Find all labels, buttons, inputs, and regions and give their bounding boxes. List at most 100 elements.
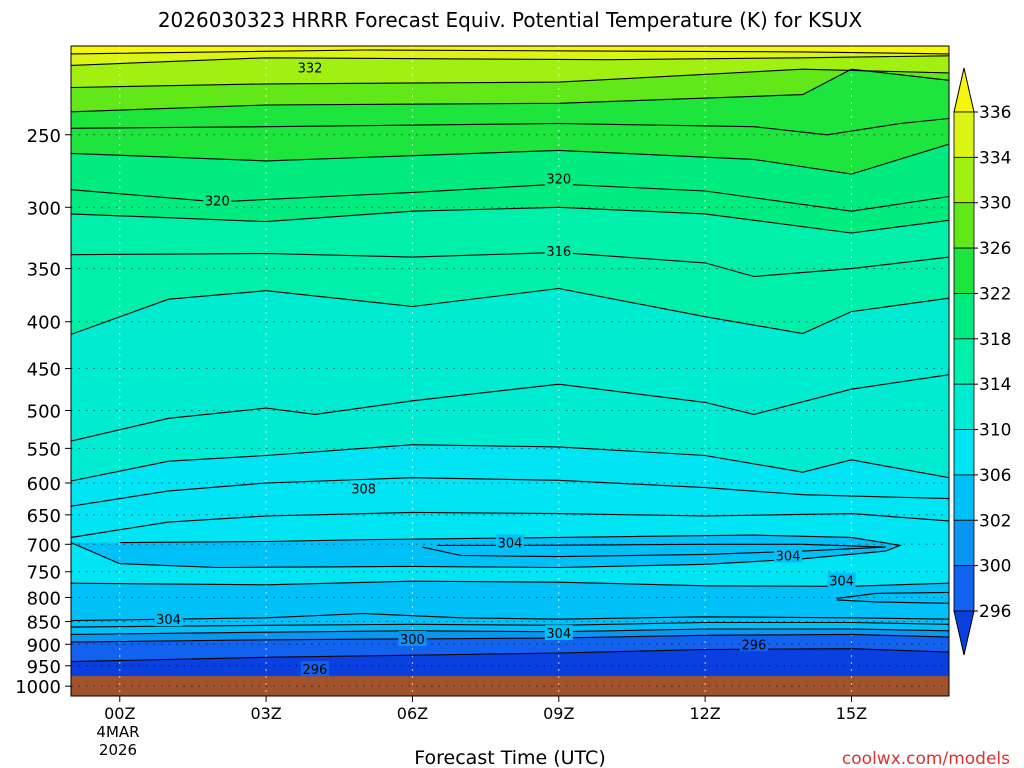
ground-fill: [71, 676, 949, 696]
contour-label-bg: [739, 636, 768, 652]
contour-label: 320: [205, 195, 230, 210]
y-tick-label: 500: [27, 401, 61, 422]
colorbar-label: 306: [979, 466, 1011, 486]
contour-line: [71, 117, 949, 136]
date-label-year: 2026: [99, 741, 137, 759]
contour-label: 300: [400, 633, 425, 648]
contour-line: [836, 599, 949, 604]
contour-label: 304: [546, 627, 571, 642]
plot-frame: [70, 45, 950, 697]
contour-line: [71, 648, 949, 663]
y-tick-label: 350: [27, 260, 61, 281]
colorbar: 336 334 330 326 322 318 314 310 306 302 300 296: [953, 67, 1011, 656]
date-label-day: 4MAR: [96, 723, 139, 741]
x-tick-label: 15Z: [836, 704, 867, 723]
colorbar-extend-bottom: [953, 610, 975, 656]
contour-label-bg: [300, 661, 329, 677]
colorbar-label: 300: [979, 557, 1011, 577]
plot-area: 332 320 320 316 308 304 304 304 304 304 300 296 296: [71, 46, 949, 696]
y-tick-label: 1000: [15, 677, 61, 698]
y-tick-label: 800: [27, 588, 61, 609]
contour-label: 320: [546, 172, 571, 187]
y-tick-label: 250: [27, 126, 61, 147]
contour-label-bg: [544, 625, 573, 641]
contour-line: [71, 55, 949, 66]
colorbar-cell: [953, 429, 975, 476]
colorbar-cell: [953, 202, 975, 249]
colorbar-cell: [953, 247, 975, 294]
contour-line: [71, 612, 949, 622]
colorbar-cell: [953, 519, 975, 567]
colorbar-label: 318: [979, 330, 1011, 350]
y-tick-label: 550: [27, 439, 61, 460]
contour-label: 304: [156, 613, 181, 628]
x-axis: 00Z 03Z 06Z 09Z 12Z 15Z: [104, 696, 867, 723]
colorbar-label: 322: [979, 284, 1011, 304]
contour-label-bg: [154, 611, 183, 627]
y-tick-label: 900: [27, 635, 61, 656]
y-tick-label: 400: [27, 313, 61, 334]
y-tick-label: 850: [27, 613, 61, 634]
y-tick-label: 700: [27, 535, 61, 556]
contour-label-bg: [203, 192, 232, 208]
contour-line: [71, 49, 949, 55]
colorbar-extend-top: [953, 67, 975, 113]
contour-line: [71, 511, 949, 538]
contour-label-bg: [774, 547, 803, 563]
contour-label: 316: [546, 245, 571, 260]
colorbar-cell: [953, 111, 975, 158]
contour-label: 304: [498, 537, 523, 552]
y-tick-label: 750: [27, 563, 61, 584]
contour-label-bg: [827, 572, 856, 588]
colorbar-cell: [953, 293, 975, 340]
x-axis-label: Forecast Time (UTC): [414, 747, 605, 768]
colorbar-cell: [953, 156, 975, 204]
contour-label-bg: [544, 170, 573, 186]
y-tick-label: 950: [27, 657, 61, 678]
contour-line: [71, 534, 903, 569]
contour-line: [71, 143, 949, 175]
contour-label: 296: [302, 663, 327, 678]
contour-label: 304: [776, 550, 801, 565]
contour-line: [71, 374, 949, 442]
contour-label: 304: [829, 575, 854, 590]
contour-label-bg: [398, 630, 427, 646]
colorbar-label: 302: [979, 511, 1011, 531]
colorbar-label: 326: [979, 239, 1011, 259]
colorbar-label: 310: [979, 421, 1011, 441]
contour-label-bg: [496, 534, 524, 550]
contour-line: [71, 287, 949, 335]
contour-line: [71, 68, 949, 113]
contour-label: 308: [351, 482, 376, 497]
y-tick-label: 450: [27, 360, 61, 381]
x-tick-label: 12Z: [689, 704, 720, 723]
contour-label: 296: [741, 638, 766, 653]
colorbar-label: 336: [979, 103, 1011, 123]
contour-label-bg: [544, 243, 573, 259]
y-tick-label: 600: [27, 474, 61, 495]
colorbar-label: 296: [979, 602, 1011, 622]
x-tick-label: 09Z: [543, 704, 574, 723]
contour-line: [71, 444, 949, 482]
contour-line: [836, 591, 949, 599]
colorbar-cell: [953, 338, 975, 385]
contour-line: [71, 206, 949, 234]
colorbar-label: 314: [979, 375, 1011, 395]
contour-line: [71, 251, 949, 278]
colorbar-cell: [953, 565, 975, 612]
colorbar-label: 334: [979, 148, 1011, 168]
theta-pocket: [71, 535, 901, 568]
contour-label-bg: [349, 480, 378, 496]
colorbar-cell: [953, 474, 975, 521]
x-tick-label: 00Z: [104, 704, 135, 723]
credit-text: coolwx.com/models: [842, 749, 1010, 768]
contour-label-bg: [296, 59, 325, 75]
colorbar-label: 330: [979, 194, 1011, 214]
x-tick-label: 06Z: [397, 704, 428, 723]
x-tick-label: 03Z: [250, 704, 281, 723]
colorbar-cell: [953, 383, 975, 430]
contour-line: [71, 477, 949, 507]
contour-line: [422, 543, 886, 558]
y-axis: 2503003504004505005506006507007508008509…: [15, 126, 71, 698]
